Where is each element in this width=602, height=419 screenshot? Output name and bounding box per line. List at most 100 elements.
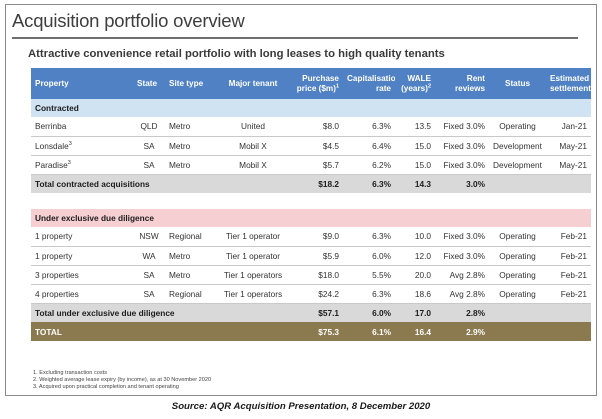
cell-status: Operating <box>489 284 546 304</box>
cell-price: $5.7 <box>291 155 343 175</box>
cell-price: $5.9 <box>291 246 343 266</box>
total-price: $57.1 <box>291 303 343 322</box>
cell-cap-rate: 6.0% <box>343 246 395 266</box>
total-wale: 14.3 <box>395 174 435 193</box>
total-due-diligence-row: Total under exclusive due diligence $57.… <box>31 303 591 322</box>
header-purchase-price-text: Purchase price ($m) <box>296 73 339 93</box>
cell-site-type: Metro <box>165 136 215 156</box>
cell-tenant: Mobil X <box>215 155 291 175</box>
cell-price: $9.0 <box>291 227 343 247</box>
cell-property: Paradise3 <box>31 155 133 175</box>
footnote-3: 3. Acquired upon practical completion an… <box>33 383 179 390</box>
cell-site-type: Metro <box>165 265 215 285</box>
total-wale: 17.0 <box>395 303 435 322</box>
cell-wale: 15.0 <box>395 155 435 175</box>
title-divider <box>12 37 578 39</box>
header-major-tenant: Major tenant <box>215 68 291 99</box>
footnote-ref: 3 <box>67 159 71 166</box>
total-price: $18.2 <box>291 174 343 193</box>
cell-state: SA <box>133 136 165 156</box>
slide-subtitle: Attractive convenience retail portfolio … <box>28 48 445 60</box>
cell-cap-rate: 6.4% <box>343 136 395 156</box>
header-purchase-price: Purchase price ($m)1 <box>291 68 343 99</box>
header-state: State <box>133 68 165 99</box>
cell-property: 3 properties <box>31 265 133 285</box>
portfolio-table-container: Property State Site type Major tenant Pu… <box>31 68 591 341</box>
cell-state: SA <box>133 265 165 285</box>
cell-rent-reviews: Avg 2.8% <box>435 265 489 285</box>
grand-total-row: TOTAL $75.3 6.1% 16.4 2.9% <box>31 322 591 341</box>
cell-settlement: Feb-21 <box>546 227 591 247</box>
cell-wale: 10.0 <box>395 227 435 247</box>
section-header-contracted: Contracted <box>31 99 591 117</box>
total-cap-rate: 6.3% <box>343 174 395 193</box>
cell-rent-reviews: Fixed 3.0% <box>435 246 489 266</box>
cell-cap-rate: 6.3% <box>343 227 395 247</box>
source-caption: Source: AQR Acquisition Presentation, 8 … <box>171 401 431 412</box>
cell-settlement: Feb-21 <box>546 284 591 304</box>
cell-price: $8.0 <box>291 117 343 137</box>
cell-settlement: Feb-21 <box>546 265 591 285</box>
table-row: Lonsdale3 SA Metro Mobil X $4.5 6.4% 15.… <box>31 136 591 156</box>
section-header-due-diligence: Under exclusive due diligence <box>31 209 591 227</box>
footnote-ref: 3 <box>68 140 72 147</box>
cell-tenant: Tier 1 operators <box>215 265 291 285</box>
cell-property: 1 property <box>31 227 133 247</box>
section-label: Under exclusive due diligence <box>31 209 591 227</box>
footnote-1: 1. Excluding transaction costs <box>33 370 107 376</box>
table-header-row: Property State Site type Major tenant Pu… <box>31 68 591 99</box>
cell-rent-reviews: Fixed 3.0% <box>435 227 489 247</box>
cell-state: NSW <box>133 227 165 247</box>
cell-settlement: Feb-21 <box>546 246 591 266</box>
cell-wale: 20.0 <box>395 265 435 285</box>
table-row: 4 properties SA Regional Tier 1 operator… <box>31 284 591 304</box>
cell-price: $18.0 <box>291 265 343 285</box>
cell-site-type: Metro <box>165 155 215 175</box>
cell-tenant: Tier 1 operators <box>215 284 291 304</box>
cell-rent-reviews: Fixed 3.0% <box>435 136 489 156</box>
table-row: Berrinba QLD Metro United $8.0 6.3% 13.5… <box>31 117 591 137</box>
cell-site-type: Metro <box>165 117 215 137</box>
footnote-2: 2. Weighted average lease expiry (by inc… <box>33 376 212 383</box>
table-row: 1 property NSW Regional Tier 1 operator … <box>31 227 591 247</box>
cell-state: SA <box>133 155 165 175</box>
cell-price: $24.2 <box>291 284 343 304</box>
grand-total-rent: 2.9% <box>435 322 489 341</box>
footnote-ref: 1 <box>335 82 339 89</box>
cell-status: Operating <box>489 246 546 266</box>
cell-property: Lonsdale3 <box>31 136 133 156</box>
cell-rent-reviews: Avg 2.8% <box>435 284 489 304</box>
grand-total-wale: 16.4 <box>395 322 435 341</box>
property-name: Lonsdale <box>35 140 69 151</box>
cell-cap-rate: 6.3% <box>343 117 395 137</box>
cell-state: WA <box>133 246 165 266</box>
cell-status: Operating <box>489 117 546 137</box>
table-row: Paradise3 SA Metro Mobil X $5.7 6.2% 15.… <box>31 155 591 175</box>
cell-property: Berrinba <box>31 117 133 137</box>
cell-rent-reviews: Fixed 3.0% <box>435 155 489 175</box>
section-label: Contracted <box>31 99 591 117</box>
spacer-row <box>31 193 591 209</box>
total-label: Total contracted acquisitions <box>31 174 291 193</box>
header-rent-reviews: Rent reviews <box>435 68 489 99</box>
header-wale-text: WALE (years) <box>401 73 431 93</box>
cell-state: SA <box>133 284 165 304</box>
total-rent: 2.8% <box>435 303 489 322</box>
property-name: Paradise <box>35 159 68 170</box>
cell-wale: 12.0 <box>395 246 435 266</box>
cell-cap-rate: 6.3% <box>343 284 395 304</box>
cell-price: $4.5 <box>291 136 343 156</box>
header-property: Property <box>31 68 133 99</box>
cell-wale: 13.5 <box>395 117 435 137</box>
total-contracted-row: Total contracted acquisitions $18.2 6.3%… <box>31 174 591 193</box>
cell-tenant: Tier 1 operator <box>215 246 291 266</box>
portfolio-table: Property State Site type Major tenant Pu… <box>31 68 591 341</box>
table-row: 1 property WA Metro Tier 1 operator $5.9… <box>31 246 591 266</box>
total-rent: 3.0% <box>435 174 489 193</box>
grand-total-cap-rate: 6.1% <box>343 322 395 341</box>
cell-property: 4 properties <box>31 284 133 304</box>
cell-cap-rate: 5.5% <box>343 265 395 285</box>
total-cap-rate: 6.0% <box>343 303 395 322</box>
cell-tenant: United <box>215 117 291 137</box>
cell-status: Operating <box>489 227 546 247</box>
